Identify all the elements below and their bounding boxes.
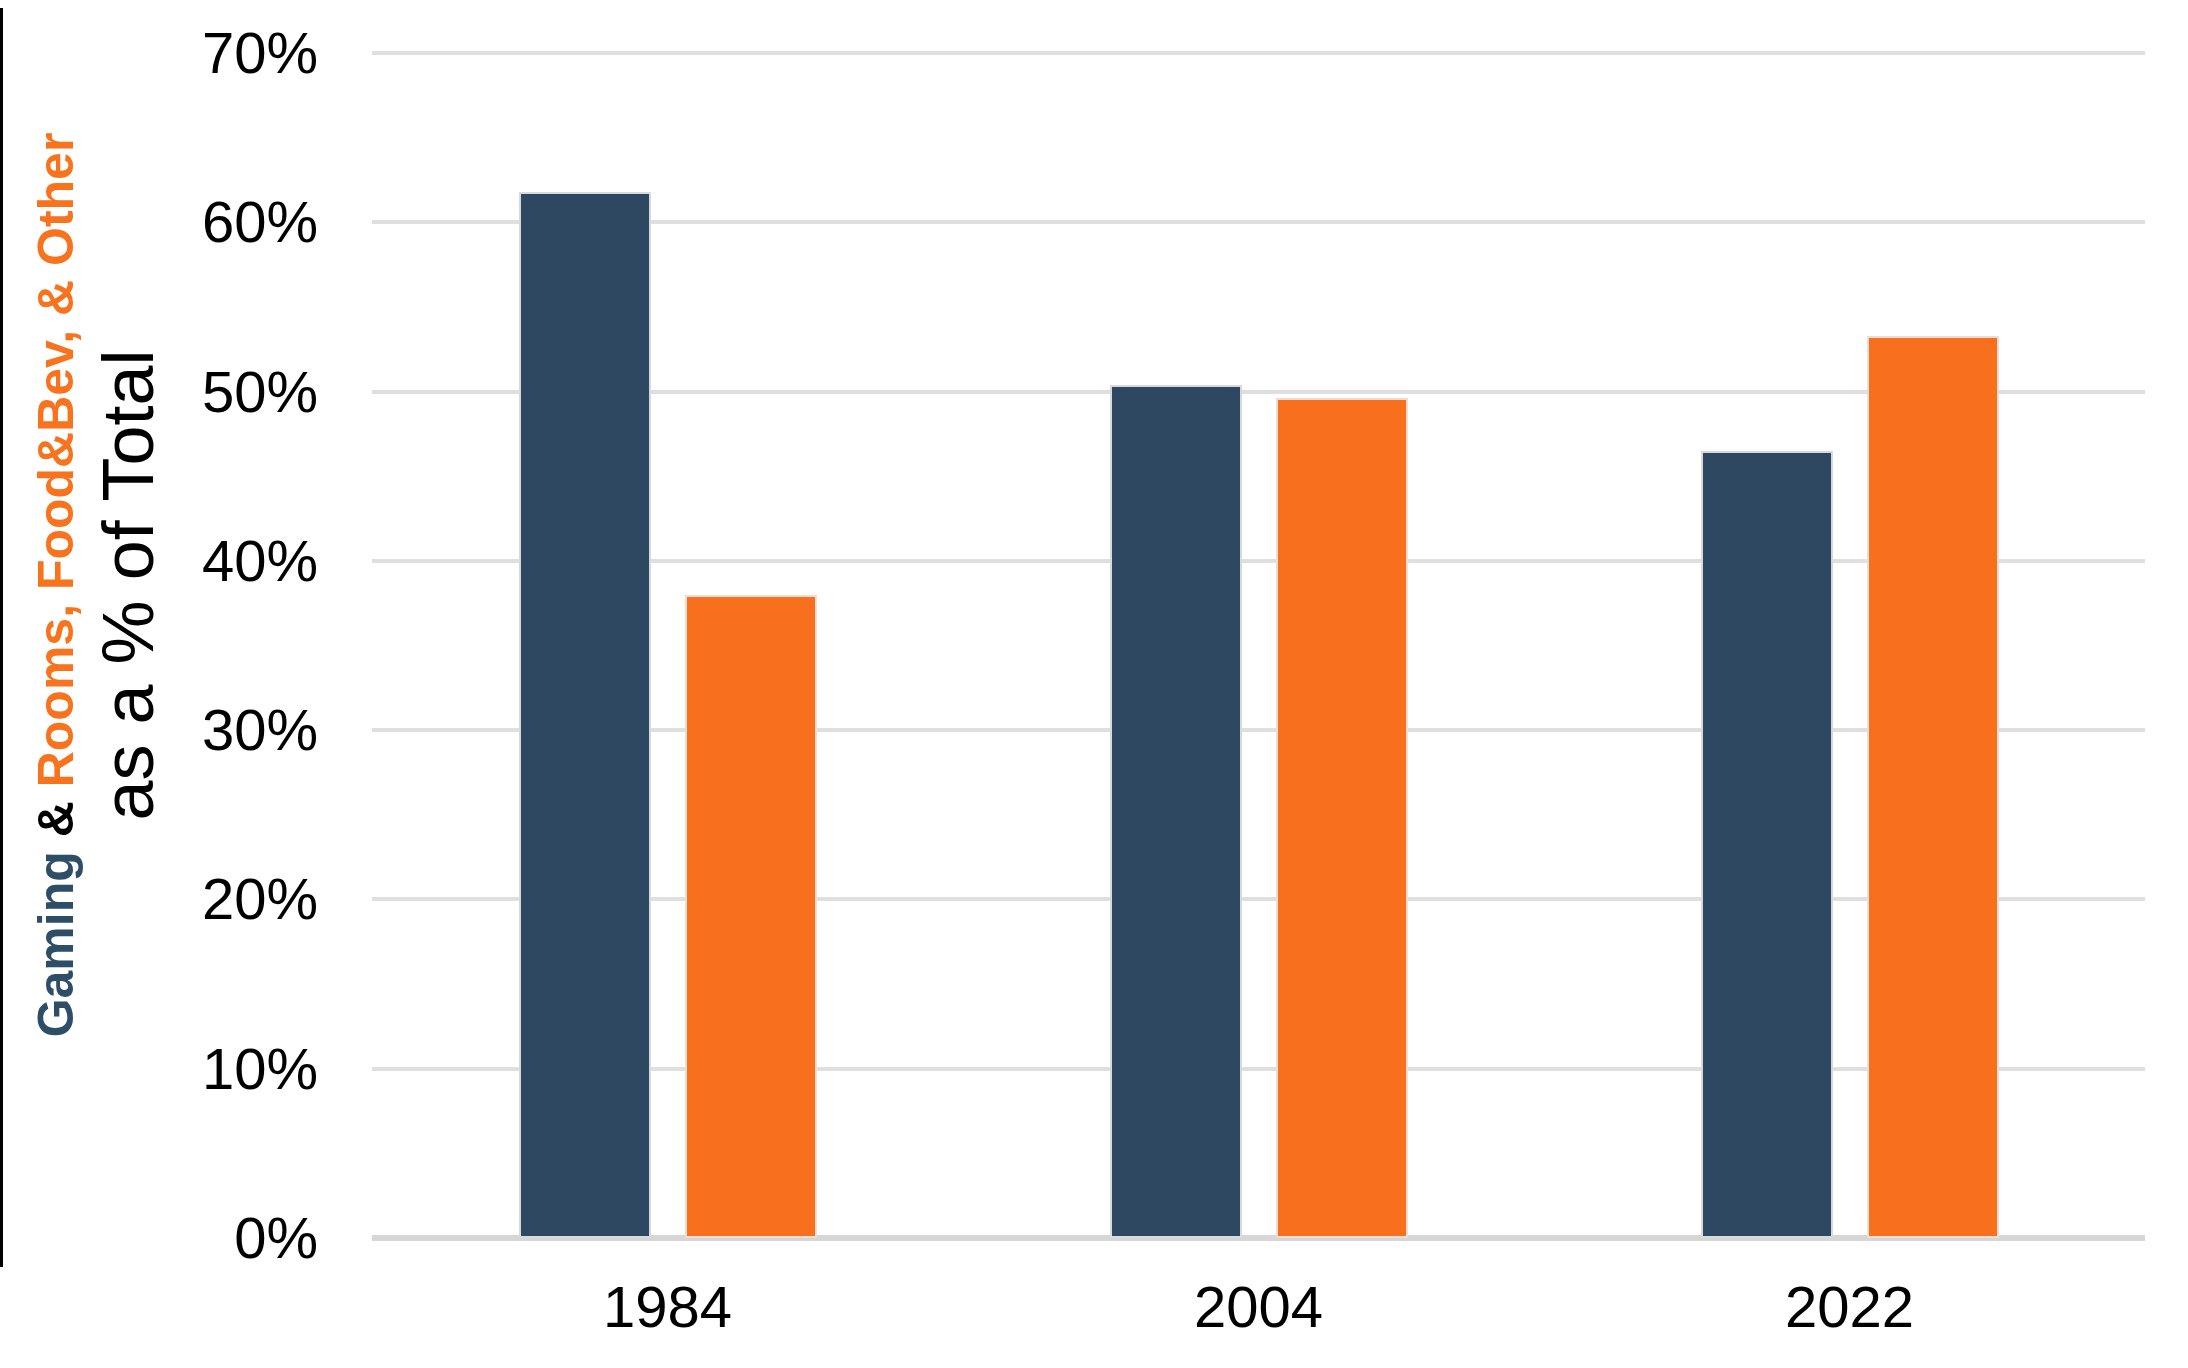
left-crop-edge-line xyxy=(0,8,3,1267)
plot-area xyxy=(372,53,2145,1238)
bar-group-1984 xyxy=(372,53,963,1238)
bar-rooms-food-bev-other-1984 xyxy=(685,595,817,1238)
x-axis-label-1984: 1984 xyxy=(468,1272,868,1342)
bar-gaming-2022 xyxy=(1701,451,1833,1238)
y-tick-label-0: 0% xyxy=(60,1203,318,1273)
y-axis-title-part-1: & xyxy=(28,787,84,851)
bar-rooms-food-bev-other-2004 xyxy=(1276,398,1408,1238)
y-tick-label-30: 30% xyxy=(60,695,318,765)
y-tick-label-40: 40% xyxy=(60,526,318,596)
x-axis-label-2004: 2004 xyxy=(1059,1272,1459,1342)
y-tick-label-20: 20% xyxy=(60,864,318,934)
bar-rooms-food-bev-other-2022 xyxy=(1867,336,1999,1238)
x-axis-label-2022: 2022 xyxy=(1650,1272,2050,1342)
bar-gaming-2004 xyxy=(1110,385,1242,1238)
y-tick-label-60: 60% xyxy=(60,187,318,257)
y-tick-label-70: 70% xyxy=(60,18,318,88)
chart-canvas: Gaming & Rooms, Food&Bev, & Other as a %… xyxy=(0,0,2188,1368)
y-tick-label-50: 50% xyxy=(60,357,318,427)
y-tick-label-10: 10% xyxy=(60,1034,318,1104)
bar-group-2022 xyxy=(1554,53,2145,1238)
bar-group-2004 xyxy=(963,53,1554,1238)
bar-gaming-1984 xyxy=(519,192,651,1238)
